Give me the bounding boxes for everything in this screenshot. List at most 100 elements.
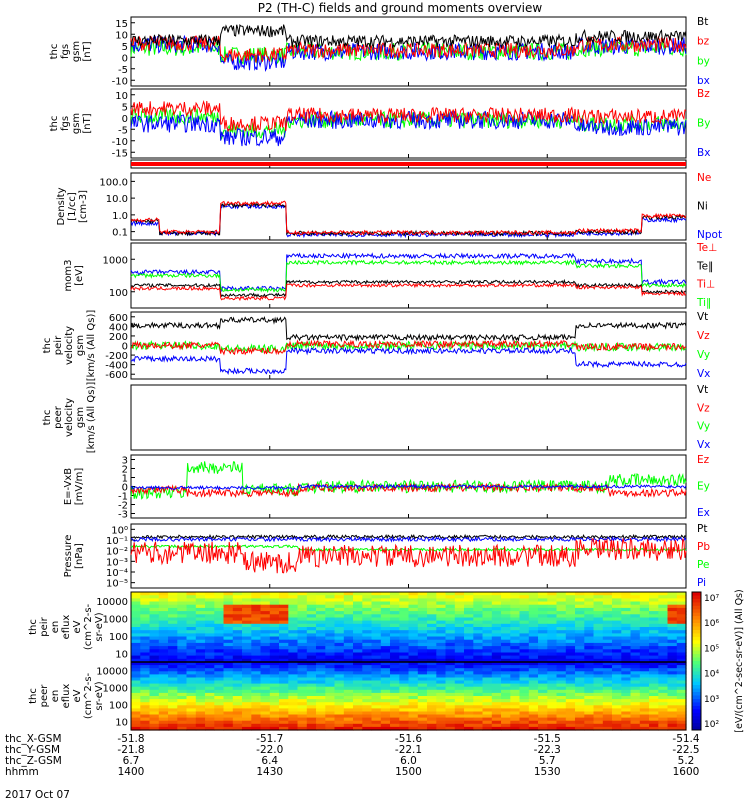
- electron-spectrogram-cell: [297, 720, 308, 725]
- ion-spectrogram-cell: [140, 636, 151, 641]
- ion-spectrogram-cell: [519, 630, 530, 634]
- electron-spectrogram-cell: [269, 677, 280, 682]
- electron-spectrogram-cell: [556, 689, 567, 694]
- ion-spectrogram-cell: [214, 627, 225, 631]
- y-axis-label: thc: [49, 116, 60, 132]
- ion-spectrogram-cell: [612, 636, 622, 641]
- ion-spectrogram-cell: [658, 646, 669, 650]
- electron-spectrogram-cell: [306, 680, 317, 685]
- ion-spectrogram-cell: [621, 655, 632, 660]
- ion-spectrogram-cell: [297, 617, 308, 622]
- electron-spectrogram-cell: [316, 708, 326, 713]
- electron-spectrogram-cell: [538, 723, 548, 728]
- electron-spectrogram-cell: [306, 720, 317, 725]
- electron-spectrogram-cell: [501, 720, 511, 725]
- electron-spectrogram-cell: [177, 680, 188, 685]
- electron-spectrogram-cell: [232, 680, 243, 685]
- electron-spectrogram-cell: [232, 668, 243, 672]
- electron-spectrogram-cell: [362, 699, 373, 703]
- ion-spectrogram-cell: [279, 652, 289, 657]
- ion-spectrogram-cell: [639, 592, 650, 596]
- electron-spectrogram-cell: [214, 726, 225, 731]
- electron-spectrogram-cell: [528, 708, 539, 713]
- ion-spectrogram-cell: [575, 592, 585, 596]
- ion-spectrogram-cell: [621, 617, 632, 622]
- ion-spectrogram-cell: [556, 627, 567, 631]
- ion-spectrogram-cell: [528, 604, 539, 609]
- electron-spectrogram-cell: [408, 726, 419, 731]
- electron-spectrogram-cell: [408, 711, 419, 716]
- electron-spectrogram-cell: [140, 677, 151, 682]
- ion-spectrogram-cell: [195, 636, 206, 641]
- ion-spectrogram-cell: [205, 627, 215, 631]
- electron-spectrogram-cell: [149, 689, 160, 694]
- ion-spectrogram-cell: [501, 658, 511, 663]
- electron-spectrogram-cell: [334, 696, 345, 700]
- electron-spectrogram-cell: [343, 714, 354, 719]
- y-tick-label: 5: [122, 102, 128, 113]
- ion-spectrogram-cell: [639, 649, 650, 654]
- ion-spectrogram-cell: [325, 595, 336, 599]
- ion-spectrogram-cell: [242, 639, 252, 644]
- ion-spectrogram-cell: [297, 658, 308, 663]
- electron-spectrogram-cell: [195, 723, 206, 728]
- ion-spectrogram-cell: [667, 604, 678, 609]
- footer-row-label: thc_Z-GSM: [5, 755, 62, 767]
- ion-spectrogram-cell: [630, 652, 641, 657]
- y-axis-label: E=-VxB: [63, 468, 74, 505]
- electron-spectrogram-cell: [445, 671, 456, 675]
- ion-spectrogram-cell: [186, 595, 197, 599]
- ion-spectrogram-cell: [297, 611, 308, 615]
- ion-spectrogram-cell: [556, 592, 567, 596]
- ion-spectrogram-cell: [491, 617, 502, 622]
- electron-spectrogram-cell: [343, 677, 354, 682]
- ion-spectrogram-cell: [621, 633, 632, 638]
- electron-spectrogram-cell: [639, 692, 650, 697]
- electron-spectrogram-cell: [177, 705, 188, 709]
- electron-spectrogram-cell: [528, 717, 539, 722]
- electron-spectrogram-cell: [232, 699, 243, 703]
- electron-spectrogram-cell: [223, 680, 234, 685]
- y-axis-label: thc: [42, 338, 53, 354]
- electron-spectrogram-cell: [575, 702, 585, 706]
- electron-spectrogram-cell: [676, 662, 687, 666]
- electron-spectrogram-cell: [158, 702, 169, 706]
- y-tick-label: 1000: [103, 614, 128, 625]
- ion-spectrogram-cell: [325, 617, 336, 622]
- ion-spectrogram-cell: [593, 636, 604, 641]
- electron-spectrogram-cell: [436, 677, 447, 682]
- ion-spectrogram-cell: [343, 652, 354, 657]
- ion-spectrogram-cell: [260, 617, 271, 622]
- ion-spectrogram-cell: [353, 639, 363, 644]
- ion-spectrogram-cell: [667, 636, 678, 641]
- electron-spectrogram-cell: [464, 689, 474, 694]
- ion-spectrogram-cell: [279, 592, 289, 596]
- electron-spectrogram-cell: [362, 665, 373, 669]
- electron-spectrogram-cell: [242, 677, 252, 682]
- ion-spectrogram-cell: [205, 607, 215, 612]
- electron-spectrogram-cell: [399, 699, 410, 703]
- electron-spectrogram-cell: [565, 705, 576, 709]
- ion-spectrogram-cell: [649, 611, 659, 615]
- ion-spectrogram-cell: [186, 658, 197, 663]
- electron-spectrogram-cell: [343, 680, 354, 685]
- electron-spectrogram-cell: [491, 662, 502, 666]
- electron-spectrogram-cell: [528, 665, 539, 669]
- electron-spectrogram-cell: [547, 689, 558, 694]
- electron-spectrogram-cell: [445, 708, 456, 713]
- ion-spectrogram-cell: [223, 655, 234, 660]
- ion-spectrogram-cell: [630, 642, 641, 647]
- ion-spectrogram-cell: [676, 646, 687, 650]
- electron-spectrogram-cell: [158, 720, 169, 725]
- ion-spectrogram-cell: [205, 633, 215, 638]
- ion-spectrogram-cell: [177, 607, 188, 612]
- ion-spectrogram-cell: [482, 617, 493, 622]
- ion-spectrogram-cell: [223, 627, 234, 631]
- ion-spectrogram-cell: [149, 655, 160, 660]
- electron-spectrogram-cell: [168, 692, 178, 697]
- electron-spectrogram-cell: [251, 683, 262, 688]
- electron-spectrogram-cell: [538, 696, 548, 700]
- electron-spectrogram-cell: [473, 720, 484, 725]
- electron-spectrogram-cell: [251, 677, 262, 682]
- ion-spectrogram-cell: [269, 601, 280, 606]
